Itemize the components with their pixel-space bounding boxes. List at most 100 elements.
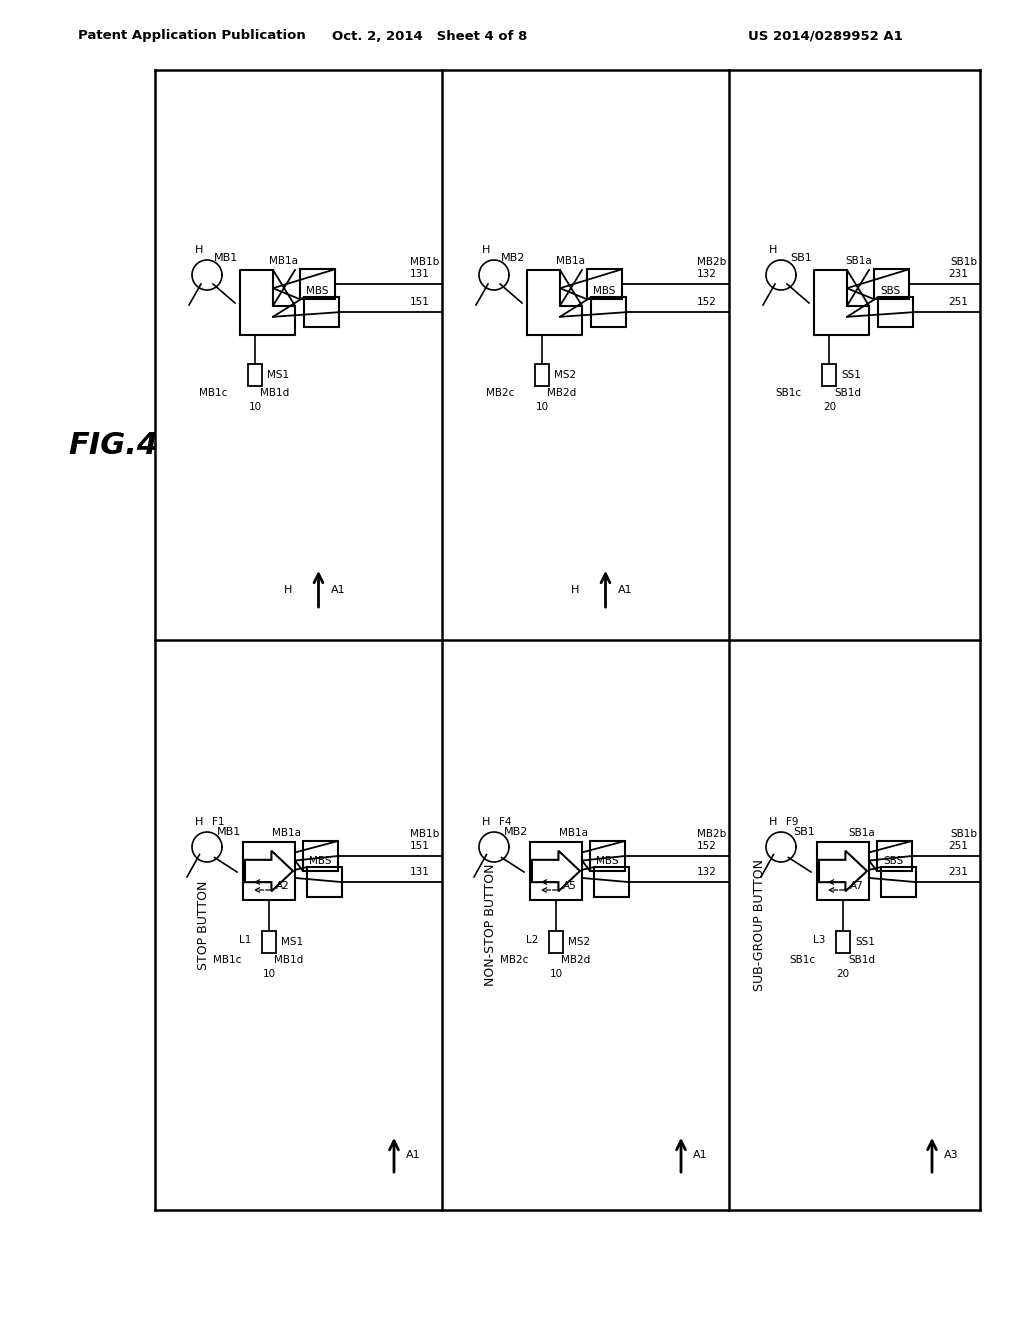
Text: 10: 10: [249, 403, 262, 412]
Bar: [817, 842, 869, 900]
Bar: [836, 931, 850, 953]
Text: SBS: SBS: [880, 286, 900, 296]
Text: MB1: MB1: [214, 253, 238, 263]
Text: MS1: MS1: [281, 937, 303, 946]
Text: SB1a: SB1a: [848, 828, 874, 838]
Text: SS1: SS1: [855, 937, 874, 946]
Text: Patent Application Publication: Patent Application Publication: [78, 29, 306, 42]
Text: 231: 231: [948, 269, 968, 280]
Text: 131: 131: [411, 867, 430, 876]
Text: SB1b: SB1b: [950, 829, 977, 840]
Text: MB1c: MB1c: [199, 388, 227, 399]
Text: SB1c: SB1c: [788, 954, 815, 965]
Text: A1: A1: [331, 585, 345, 595]
Text: SB1: SB1: [791, 253, 812, 263]
Text: MBS: MBS: [309, 857, 332, 866]
Text: 231: 231: [948, 867, 968, 876]
Text: SB1b: SB1b: [950, 257, 977, 267]
Text: SB1d: SB1d: [848, 954, 874, 965]
Text: MBS: MBS: [306, 286, 329, 296]
Text: 20: 20: [823, 403, 836, 412]
Text: 10: 10: [550, 969, 562, 979]
Text: 251: 251: [948, 841, 968, 851]
Bar: [530, 842, 582, 900]
Text: MB1a: MB1a: [556, 256, 585, 267]
Text: 251: 251: [948, 297, 968, 308]
Text: H: H: [285, 585, 293, 595]
Text: MB2c: MB2c: [486, 388, 514, 399]
Text: F4: F4: [499, 817, 512, 828]
Text: A1: A1: [617, 585, 632, 595]
Bar: [874, 269, 909, 300]
Text: A5: A5: [563, 880, 577, 891]
Text: MB2: MB2: [504, 828, 528, 837]
Text: MB1d: MB1d: [260, 388, 290, 399]
Text: MB1: MB1: [217, 828, 241, 837]
Text: SUB-GROUP BUTTON: SUB-GROUP BUTTON: [753, 859, 766, 991]
Bar: [877, 841, 912, 871]
Text: MB1b: MB1b: [410, 257, 439, 267]
Bar: [249, 364, 262, 385]
Text: MB1b: MB1b: [410, 829, 439, 840]
Bar: [881, 867, 916, 898]
Bar: [878, 297, 913, 327]
Text: H: H: [769, 246, 777, 255]
Text: MS1: MS1: [267, 370, 290, 380]
Text: 10: 10: [262, 969, 275, 979]
Bar: [300, 269, 335, 300]
Text: STOP BUTTON: STOP BUTTON: [197, 880, 210, 970]
Text: A3: A3: [944, 1150, 958, 1160]
Polygon shape: [819, 850, 867, 891]
Text: US 2014/0289952 A1: US 2014/0289952 A1: [748, 29, 903, 42]
Text: L2: L2: [525, 935, 538, 945]
Text: 152: 152: [697, 297, 717, 308]
Text: MB1c: MB1c: [213, 954, 241, 965]
Text: H: H: [482, 246, 490, 255]
Text: L1: L1: [239, 935, 251, 945]
Text: L3: L3: [813, 935, 825, 945]
Bar: [594, 867, 629, 898]
Text: MB2: MB2: [501, 253, 525, 263]
Bar: [243, 842, 295, 900]
Text: Oct. 2, 2014   Sheet 4 of 8: Oct. 2, 2014 Sheet 4 of 8: [333, 29, 527, 42]
Text: MS2: MS2: [568, 937, 590, 946]
Polygon shape: [245, 850, 293, 891]
Bar: [304, 297, 339, 327]
Text: MB2b: MB2b: [696, 257, 726, 267]
Text: MBS: MBS: [596, 857, 618, 866]
Text: 152: 152: [697, 841, 717, 851]
Text: H: H: [195, 817, 204, 828]
Text: MB2b: MB2b: [696, 829, 726, 840]
Text: SB1c: SB1c: [775, 388, 802, 399]
Text: FIG.4: FIG.4: [68, 430, 158, 459]
Bar: [303, 841, 338, 871]
Text: A1: A1: [406, 1150, 421, 1160]
Bar: [549, 931, 563, 953]
Text: MB1a: MB1a: [272, 828, 301, 838]
Text: MB1a: MB1a: [559, 828, 588, 838]
Polygon shape: [532, 850, 580, 891]
Bar: [591, 297, 626, 327]
Text: H: H: [571, 585, 580, 595]
Text: 151: 151: [411, 841, 430, 851]
Text: 10: 10: [536, 403, 549, 412]
Text: H: H: [482, 817, 490, 828]
Text: SS1: SS1: [842, 370, 861, 380]
Text: H: H: [195, 246, 204, 255]
Text: 131: 131: [411, 269, 430, 280]
Text: A2: A2: [276, 880, 290, 891]
Text: SB1a: SB1a: [845, 256, 872, 267]
Bar: [822, 364, 837, 385]
Text: A1: A1: [693, 1150, 708, 1160]
Bar: [587, 269, 622, 300]
Text: H: H: [769, 817, 777, 828]
Text: NON-STOP BUTTON: NON-STOP BUTTON: [484, 863, 497, 986]
Text: MB2d: MB2d: [548, 388, 577, 399]
Text: MS2: MS2: [554, 370, 577, 380]
Text: MB1a: MB1a: [269, 256, 298, 267]
Text: MB2c: MB2c: [500, 954, 528, 965]
Bar: [307, 867, 342, 898]
Bar: [536, 364, 550, 385]
Text: MB2d: MB2d: [561, 954, 590, 965]
Text: F9: F9: [786, 817, 799, 828]
